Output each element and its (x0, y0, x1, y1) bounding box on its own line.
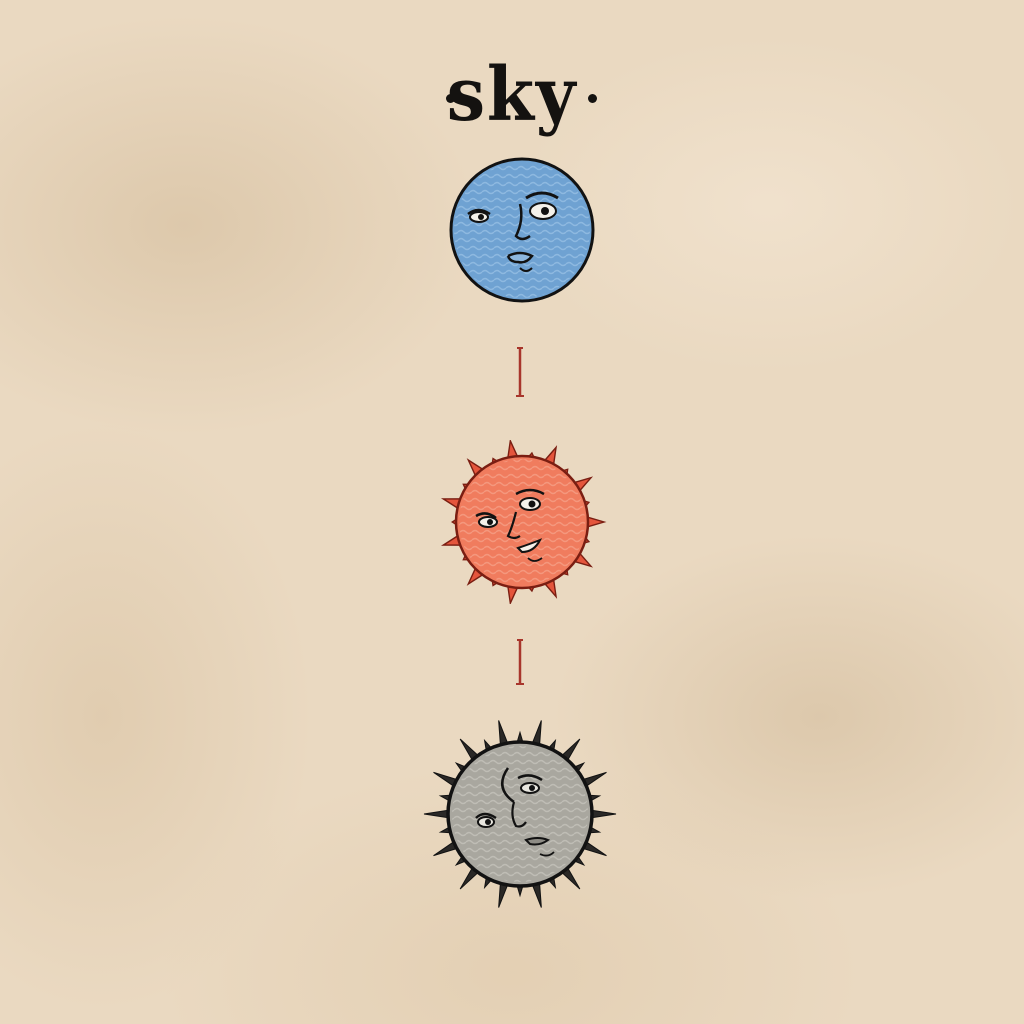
grey-sun-face-icon (423, 720, 617, 908)
moon-face-icon (449, 157, 595, 303)
connector-line-top (516, 347, 524, 397)
sun-face-icon (440, 440, 607, 604)
page-title: sky (446, 52, 578, 138)
title-dot-right (588, 94, 597, 103)
connector-line-bottom (516, 639, 524, 685)
title-dot-left (446, 94, 455, 103)
